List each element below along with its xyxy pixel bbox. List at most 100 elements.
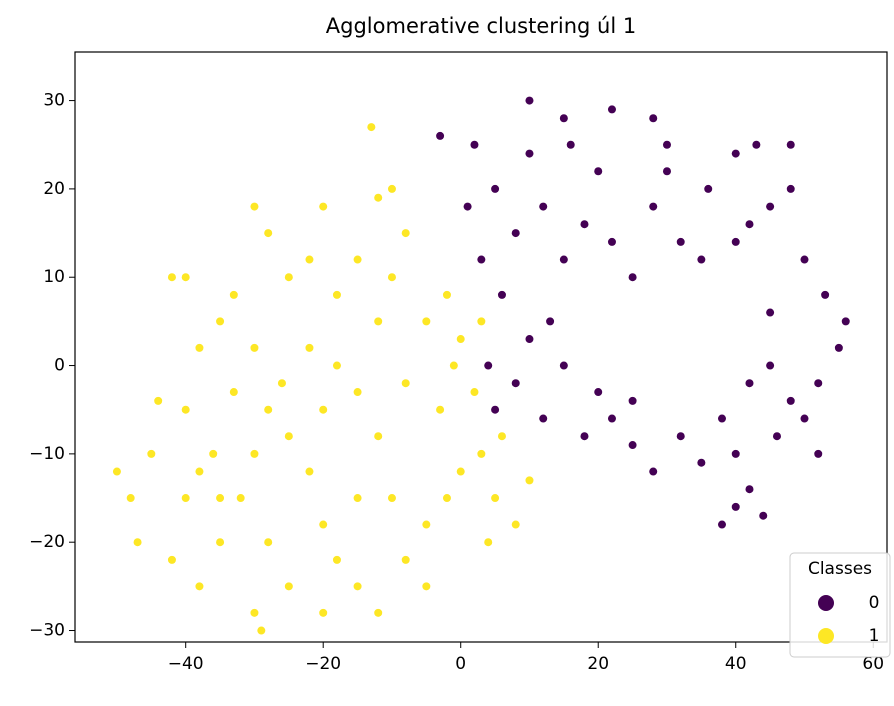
point	[147, 449, 156, 458]
point	[250, 202, 259, 211]
point	[305, 255, 314, 264]
point	[607, 105, 616, 114]
point	[662, 167, 671, 176]
point	[766, 202, 775, 211]
point	[676, 237, 685, 246]
point	[821, 290, 830, 299]
point	[195, 467, 204, 476]
point	[422, 520, 431, 529]
point	[607, 414, 616, 423]
point	[745, 485, 754, 494]
point	[284, 432, 293, 441]
point	[332, 555, 341, 564]
point	[353, 255, 362, 264]
point	[607, 237, 616, 246]
point	[731, 237, 740, 246]
point	[717, 520, 726, 529]
point	[497, 290, 506, 299]
point	[401, 555, 410, 564]
point	[167, 273, 176, 282]
point	[477, 255, 486, 264]
point	[511, 229, 520, 238]
point	[332, 361, 341, 370]
point	[470, 388, 479, 397]
point	[387, 184, 396, 193]
point	[752, 140, 761, 149]
point	[649, 202, 658, 211]
point	[525, 476, 534, 485]
point	[814, 449, 823, 458]
point	[216, 538, 225, 547]
point	[401, 229, 410, 238]
point	[559, 361, 568, 370]
point	[491, 184, 500, 193]
point	[319, 202, 328, 211]
point	[649, 467, 658, 476]
point	[559, 114, 568, 123]
point	[353, 582, 362, 591]
x-tick-label: −40	[168, 654, 204, 674]
y-tick-label: 30	[43, 91, 65, 111]
point	[814, 379, 823, 388]
point	[250, 608, 259, 617]
point	[497, 432, 506, 441]
point	[745, 220, 754, 229]
point	[786, 140, 795, 149]
point	[525, 149, 534, 158]
x-tick-label: 40	[725, 654, 747, 674]
point	[181, 494, 190, 503]
point	[491, 405, 500, 414]
y-tick-label: −10	[29, 444, 65, 464]
point	[216, 494, 225, 503]
point	[284, 273, 293, 282]
plot-frame	[74, 51, 888, 643]
point	[731, 149, 740, 158]
point	[229, 388, 238, 397]
point	[539, 202, 548, 211]
point	[216, 317, 225, 326]
point	[264, 405, 273, 414]
point	[353, 388, 362, 397]
point	[195, 343, 204, 352]
legend-label: 0	[869, 593, 880, 613]
point	[463, 202, 472, 211]
legend-marker	[818, 595, 834, 611]
point	[264, 538, 273, 547]
point	[195, 582, 204, 591]
x-tick-label: 0	[455, 654, 466, 674]
point	[250, 343, 259, 352]
point	[594, 388, 603, 397]
y-tick-label: 20	[43, 179, 65, 199]
point	[456, 335, 465, 344]
point	[525, 335, 534, 344]
point	[704, 184, 713, 193]
point	[277, 379, 286, 388]
point	[800, 414, 809, 423]
point	[387, 494, 396, 503]
point	[422, 582, 431, 591]
point	[800, 255, 809, 264]
point	[442, 290, 451, 299]
point	[422, 317, 431, 326]
y-tick-label: −30	[29, 621, 65, 641]
chart-title: Agglomerative clustering úl 1	[326, 14, 636, 38]
point	[477, 449, 486, 458]
point	[628, 273, 637, 282]
point	[332, 290, 341, 299]
point	[229, 290, 238, 299]
point	[387, 273, 396, 282]
y-tick-label: −20	[29, 532, 65, 552]
point	[374, 317, 383, 326]
point	[786, 184, 795, 193]
point	[367, 123, 376, 132]
point	[566, 140, 575, 149]
point	[305, 343, 314, 352]
point	[649, 114, 658, 123]
point	[305, 467, 314, 476]
point	[772, 432, 781, 441]
point	[766, 308, 775, 317]
point	[284, 582, 293, 591]
point	[456, 467, 465, 476]
point	[539, 414, 548, 423]
